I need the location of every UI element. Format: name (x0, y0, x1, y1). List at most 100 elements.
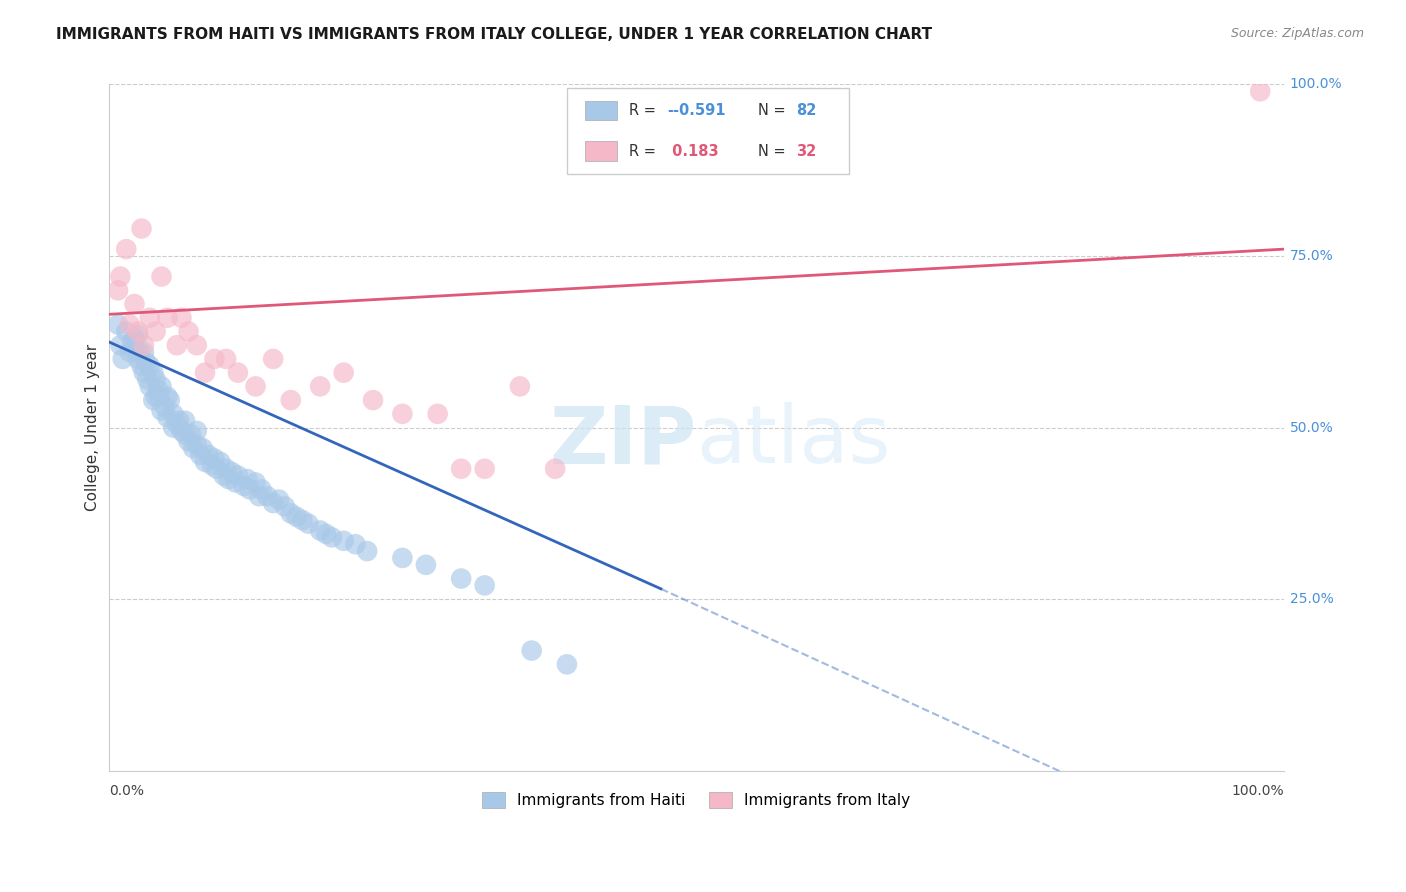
FancyBboxPatch shape (585, 101, 617, 120)
Point (115, 325, 138, 339)
Point (156, 310, 179, 325)
Point (186, 338, 208, 352)
Text: ZIP: ZIP (548, 402, 696, 480)
Point (127, 325, 149, 339)
Point (174, 414, 197, 428)
Point (127, 351, 149, 366)
Text: 0.183: 0.183 (666, 144, 718, 159)
Point (232, 479, 254, 493)
Point (285, 509, 308, 524)
Point (174, 427, 197, 442)
Point (124, 297, 146, 311)
Text: 100.0%: 100.0% (1232, 784, 1284, 798)
Point (128, 345, 150, 359)
Point (131, 359, 153, 373)
Text: IMMIGRANTS FROM HAITI VS IMMIGRANTS FROM ITALY COLLEGE, UNDER 1 YEAR CORRELATION: IMMIGRANTS FROM HAITI VS IMMIGRANTS FROM… (56, 27, 932, 42)
Point (124, 342, 146, 356)
Text: atlas: atlas (696, 402, 890, 480)
Text: 82: 82 (796, 103, 817, 118)
Point (159, 393, 181, 408)
Text: N =: N = (758, 103, 790, 118)
Point (139, 310, 162, 325)
Point (180, 427, 202, 442)
Point (205, 461, 228, 475)
Point (118, 318, 141, 332)
Point (555, 657, 578, 672)
Point (239, 483, 262, 497)
Point (188, 448, 211, 462)
FancyBboxPatch shape (567, 88, 849, 174)
Point (226, 468, 249, 483)
Point (415, 558, 437, 572)
Point (107, 318, 129, 332)
Point (177, 434, 200, 449)
Point (110, 338, 132, 352)
Point (150, 269, 173, 284)
Point (245, 475, 267, 490)
Point (450, 572, 472, 586)
Y-axis label: College, Under 1 year: College, Under 1 year (86, 344, 100, 511)
Point (274, 500, 297, 514)
Point (162, 420, 184, 434)
FancyBboxPatch shape (585, 142, 617, 161)
Point (332, 533, 354, 548)
Point (150, 379, 173, 393)
Point (426, 407, 449, 421)
Point (474, 578, 496, 592)
Point (202, 351, 225, 366)
Point (139, 379, 162, 393)
Point (145, 390, 167, 404)
Point (177, 325, 200, 339)
Text: N =: N = (758, 144, 790, 159)
Text: R =: R = (630, 103, 661, 118)
Point (145, 325, 167, 339)
Point (136, 372, 159, 386)
Point (226, 366, 249, 380)
Point (202, 451, 225, 466)
Point (218, 472, 240, 486)
Point (170, 310, 193, 325)
Point (236, 472, 259, 486)
Point (1249, 84, 1271, 98)
Point (156, 390, 179, 404)
Point (127, 327, 149, 342)
Text: 75.0%: 75.0% (1289, 249, 1333, 263)
Point (391, 551, 413, 566)
Point (280, 506, 302, 520)
Point (256, 489, 278, 503)
Point (520, 643, 543, 657)
Point (321, 530, 343, 544)
Point (131, 221, 153, 235)
Point (315, 527, 337, 541)
Point (291, 513, 314, 527)
Point (142, 393, 165, 408)
Point (139, 359, 162, 373)
Point (212, 468, 235, 483)
Point (191, 441, 214, 455)
Point (167, 414, 190, 428)
Point (221, 465, 243, 479)
Point (121, 334, 143, 349)
Point (245, 379, 267, 393)
Point (215, 351, 238, 366)
Point (544, 461, 567, 475)
Point (145, 372, 167, 386)
Text: 25.0%: 25.0% (1289, 592, 1333, 607)
Text: --0.591: --0.591 (666, 103, 725, 118)
Point (186, 438, 208, 452)
Point (111, 351, 134, 366)
Point (170, 424, 193, 438)
Point (148, 390, 170, 404)
Point (262, 351, 284, 366)
Point (186, 424, 208, 438)
Point (197, 448, 219, 462)
Point (110, 269, 132, 284)
Point (107, 283, 129, 297)
Point (262, 496, 284, 510)
Point (150, 403, 173, 417)
Text: 100.0%: 100.0% (1289, 78, 1343, 92)
Text: 50.0%: 50.0% (1289, 420, 1333, 434)
Point (166, 417, 188, 431)
Point (309, 379, 332, 393)
Point (162, 407, 184, 421)
